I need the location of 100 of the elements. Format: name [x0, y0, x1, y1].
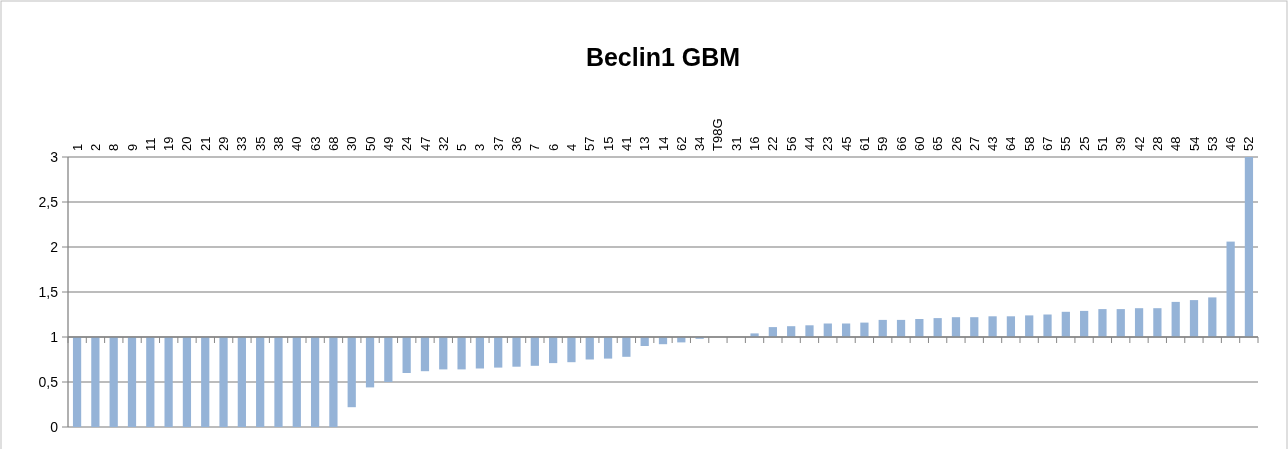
bar — [1116, 309, 1125, 337]
bar — [1134, 308, 1144, 337]
y-tick-label: 0 — [50, 418, 59, 435]
bar — [1006, 316, 1016, 337]
x-tick-label: 2 — [87, 143, 103, 151]
bar — [256, 337, 265, 427]
x-tick-label: 45 — [838, 136, 854, 151]
y-tick-label: 1 — [50, 328, 59, 345]
x-tick-label: 21 — [197, 136, 213, 151]
bar — [1080, 310, 1089, 337]
bar — [1025, 315, 1034, 337]
x-tick-label: 30 — [344, 136, 360, 151]
x-tick-label: 66 — [893, 136, 909, 151]
x-tick-label: 16 — [747, 136, 763, 151]
bar — [622, 337, 631, 357]
bar — [439, 337, 448, 370]
x-tick-label: 51 — [1095, 136, 1110, 151]
x-tick-label: 8 — [106, 143, 122, 151]
x-tick-label: 61 — [856, 136, 872, 151]
bar — [512, 337, 521, 367]
x-tick-label: 36 — [509, 136, 525, 151]
x-tick-label: 33 — [234, 136, 250, 151]
bar — [164, 337, 173, 427]
bar — [201, 337, 210, 427]
x-tick-label: 59 — [875, 136, 891, 151]
bar — [805, 325, 814, 337]
bar — [365, 337, 375, 388]
x-tick-label: 67 — [1040, 136, 1056, 151]
bar — [182, 337, 192, 427]
x-tick-label: 15 — [600, 136, 616, 151]
bar — [310, 337, 320, 427]
x-tick-label: 68 — [325, 136, 341, 151]
y-tick-label: 0,5 — [38, 373, 59, 390]
bar — [329, 337, 338, 427]
x-tick-label: 31 — [728, 136, 744, 151]
y-tick-label: 2,5 — [38, 193, 59, 210]
x-tick-label: 13 — [637, 136, 653, 151]
x-tick-label: 25 — [1076, 136, 1092, 151]
x-tick-label: 50 — [362, 136, 378, 151]
y-tick-label: 2 — [50, 238, 59, 255]
x-tick-label: 23 — [820, 136, 836, 151]
bar — [970, 317, 979, 337]
x-tick-label: 48 — [1168, 136, 1184, 151]
x-tick-label: 4 — [564, 143, 579, 151]
bar — [1061, 311, 1070, 337]
x-tick-label: 39 — [1113, 136, 1129, 151]
x-tick-label: 53 — [1204, 136, 1220, 151]
bar — [988, 316, 997, 337]
x-tick-label: 55 — [1058, 136, 1074, 151]
bar — [219, 337, 228, 427]
y-tick-label: 1,5 — [38, 283, 59, 300]
x-tick-label: 3 — [472, 143, 488, 151]
x-tick-label: 1 — [69, 143, 85, 151]
x-tick-label: 54 — [1186, 136, 1202, 151]
x-tick-label: 22 — [765, 136, 781, 151]
x-tick-label: 32 — [435, 136, 451, 151]
x-tick-label: 29 — [216, 136, 232, 151]
bar — [603, 337, 613, 359]
x-tick-label: 35 — [252, 136, 268, 151]
x-tick-label: T98G — [710, 118, 726, 151]
x-tick-label: 40 — [289, 136, 305, 151]
x-tick-label: 24 — [399, 136, 415, 151]
bar — [237, 337, 246, 427]
bar — [420, 337, 430, 372]
x-tick-label: 19 — [161, 136, 177, 151]
bar — [91, 337, 100, 427]
bar — [1171, 301, 1180, 337]
x-tick-label: 37 — [490, 136, 506, 151]
x-tick-label: 57 — [582, 136, 598, 151]
x-tick-label: 34 — [692, 136, 708, 151]
bar — [127, 337, 137, 427]
x-tick-label: 56 — [783, 136, 799, 151]
bar — [567, 337, 576, 363]
x-tick-label: 20 — [179, 136, 195, 151]
bar — [72, 337, 82, 427]
x-tick-label: 27 — [966, 136, 982, 151]
x-tick-label: 38 — [271, 136, 287, 151]
chart-title: Beclin1 GBM — [585, 43, 741, 71]
bar — [1098, 309, 1107, 337]
bar — [530, 337, 539, 366]
bar — [951, 317, 961, 337]
bar — [549, 337, 558, 364]
bar — [1208, 297, 1217, 337]
x-tick-label: 62 — [673, 136, 689, 151]
bar — [860, 322, 869, 337]
x-tick-label: 28 — [1149, 136, 1165, 151]
bar — [384, 337, 393, 382]
bar — [475, 337, 485, 369]
x-tick-label: 9 — [124, 143, 140, 151]
bar — [933, 318, 942, 337]
x-tick-label: 11 — [142, 137, 158, 151]
bar — [1226, 241, 1235, 337]
bar — [146, 337, 155, 427]
x-tick-label: 26 — [948, 136, 964, 151]
bar — [1244, 157, 1254, 337]
bar — [494, 337, 503, 368]
bar — [896, 319, 906, 337]
x-tick-label: 44 — [802, 136, 818, 151]
bar — [915, 319, 924, 337]
bar — [347, 337, 356, 408]
